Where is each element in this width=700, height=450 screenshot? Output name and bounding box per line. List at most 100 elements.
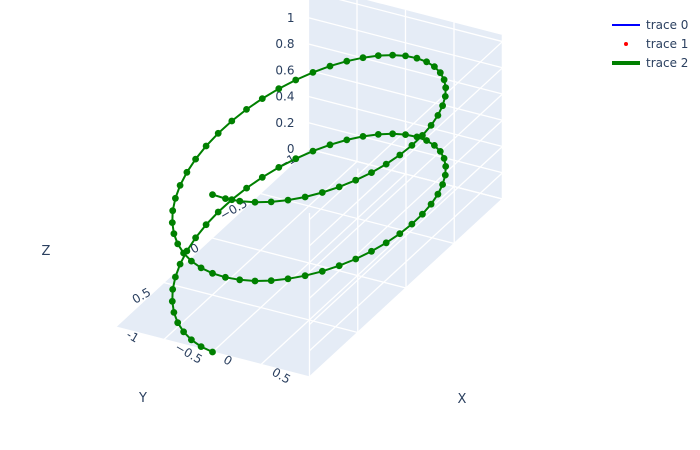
helix-point (171, 230, 178, 237)
helix-point (174, 241, 181, 248)
helix-point (259, 95, 266, 102)
helix-point (336, 262, 343, 269)
helix-point (177, 182, 184, 189)
helix-point (169, 219, 176, 226)
helix-point (396, 152, 403, 159)
helix-point (368, 248, 375, 255)
helix-point (352, 256, 359, 263)
helix-point (441, 76, 448, 83)
legend-label: trace 2 (646, 56, 688, 70)
helix-point (169, 207, 176, 214)
helix-point (310, 69, 317, 76)
helix-point (383, 161, 390, 168)
helix-point (319, 189, 326, 196)
helix-point (402, 53, 409, 60)
helix-point (180, 328, 187, 335)
helix-point (439, 181, 446, 188)
helix-point (428, 201, 435, 208)
z-tick-label: 1 (287, 11, 295, 25)
helix-point (437, 69, 444, 76)
z-axis-title: Z (42, 244, 51, 259)
helix-point (171, 309, 178, 316)
helix-point (319, 268, 326, 275)
helix-point (435, 191, 442, 198)
legend-item[interactable]: trace 1 (624, 37, 688, 51)
helix-point (275, 85, 282, 92)
helix-point (192, 234, 199, 241)
helix-point (431, 142, 438, 149)
helix-point (389, 130, 396, 137)
helix-point (184, 169, 191, 176)
helix-point (435, 112, 442, 119)
helix-point (336, 184, 343, 191)
z-tick-label: 0.8 (275, 37, 294, 51)
helix-point (292, 155, 299, 162)
legend-item[interactable]: trace 2 (612, 56, 688, 70)
helix-point (172, 195, 179, 202)
helix-point (180, 250, 187, 257)
helix-point (423, 58, 430, 65)
helix-point (375, 52, 382, 59)
z-tick-label: 0.6 (275, 63, 294, 77)
helix-point (243, 106, 250, 113)
helix-point (172, 274, 179, 281)
helix-point (188, 258, 195, 265)
legend-marker-swatch (624, 42, 628, 46)
helix-point (203, 221, 210, 228)
helix-point (302, 194, 309, 201)
helix-point (243, 185, 250, 192)
helix-point (222, 274, 229, 281)
helix-point (327, 141, 334, 148)
helix-point (188, 336, 195, 343)
helix-point (439, 102, 446, 109)
helix-point (437, 148, 444, 155)
helix-point (442, 84, 449, 91)
helix-point (389, 52, 396, 59)
y-axis-title: Y (138, 391, 147, 406)
helix-point (409, 142, 416, 149)
helix-point (442, 172, 449, 179)
legend-label: trace 1 (646, 37, 688, 51)
helix-point (268, 277, 275, 284)
legend-item[interactable]: trace 0 (612, 18, 688, 32)
helix-point (396, 230, 403, 237)
helix-point (236, 198, 243, 205)
helix-point (169, 286, 176, 293)
helix-point (431, 63, 438, 70)
helix-point (375, 131, 382, 138)
helix-point (285, 275, 292, 282)
helix-point (402, 131, 409, 138)
helix-point (441, 155, 448, 162)
helix-point (259, 174, 266, 181)
helix-point (268, 199, 275, 206)
helix-point (203, 143, 210, 150)
helix-point (209, 191, 216, 198)
helix-point (442, 93, 449, 100)
helix-point (343, 58, 350, 65)
helix-point (209, 270, 216, 277)
helix-point (360, 133, 367, 140)
helix-point (368, 169, 375, 176)
helix-point (252, 199, 259, 206)
helix-point (419, 132, 426, 139)
legend: trace 0 trace 1 trace 2 (612, 18, 688, 70)
helix-point (169, 298, 176, 305)
legend-label: trace 0 (646, 18, 688, 32)
helix-point (442, 163, 449, 170)
helix-point (414, 55, 421, 62)
helix-point (198, 265, 205, 272)
helix-point (198, 343, 205, 350)
helix-point (275, 164, 282, 171)
helix-point (222, 195, 229, 202)
helix-point (215, 130, 222, 137)
helix-point (228, 196, 235, 203)
helix-point (310, 148, 317, 155)
helix-point (236, 276, 243, 283)
helix-point (343, 137, 350, 144)
helix-point (209, 349, 216, 356)
helix-point (228, 118, 235, 125)
helix-point (383, 239, 390, 246)
helix-point (302, 272, 309, 279)
